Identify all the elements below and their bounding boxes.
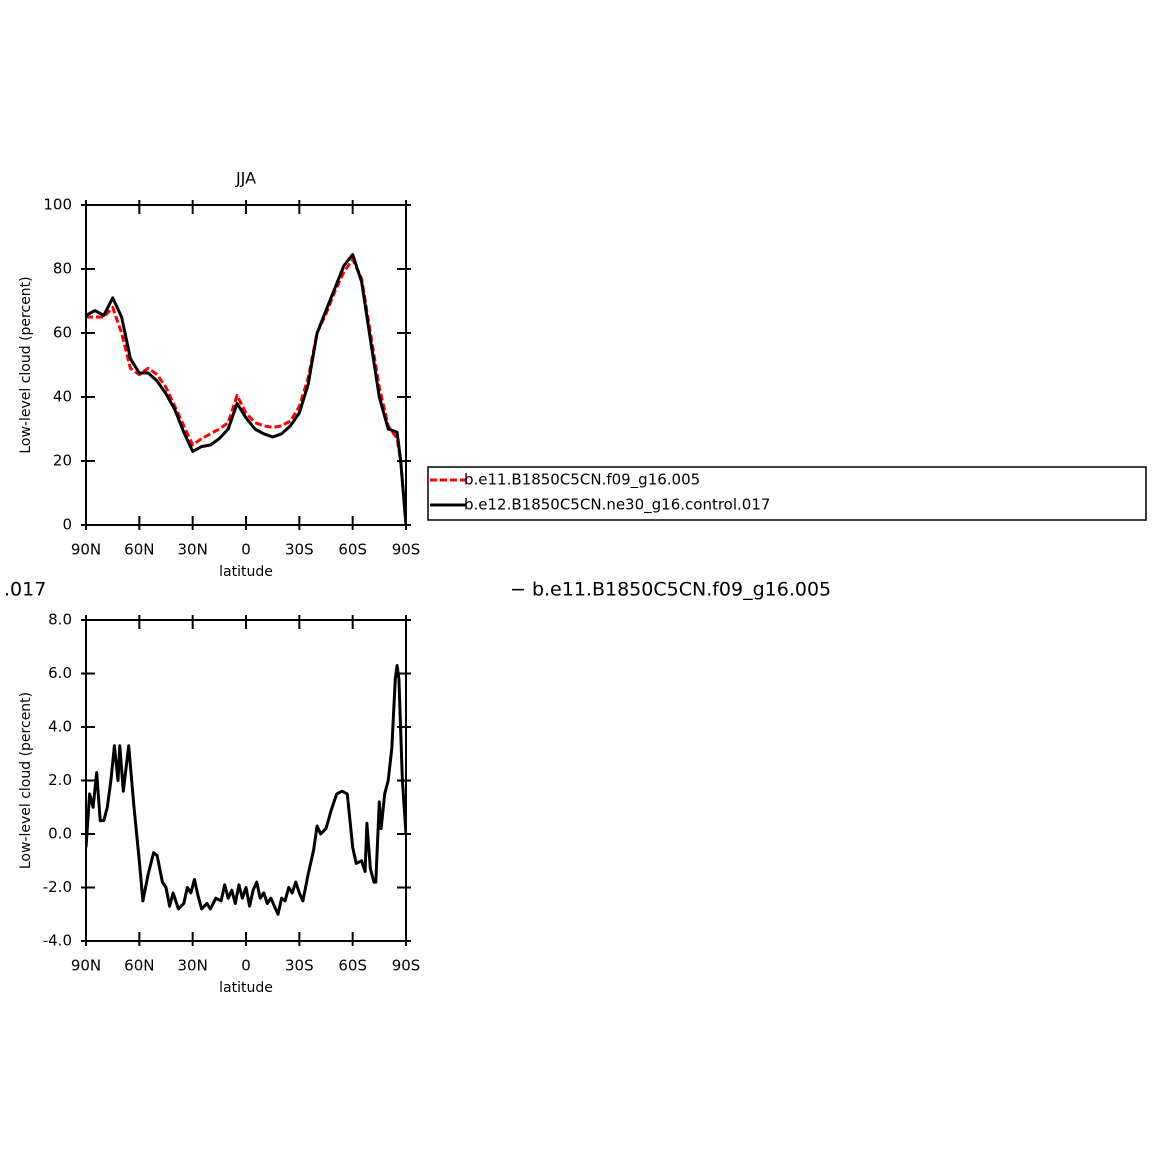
y-tick-label: 4.0: [48, 718, 72, 736]
x-tick-label: 30S: [285, 957, 314, 975]
x-axis-label: latitude: [219, 980, 273, 996]
y-tick-label: 40: [53, 388, 72, 406]
series-line: [86, 253, 406, 526]
x-tick-label: 90N: [71, 957, 101, 975]
series-line: [86, 257, 406, 526]
x-tick-label: 90S: [392, 541, 421, 559]
y-tick-label: 60: [53, 324, 72, 342]
y-tick-label: -4.0: [43, 932, 72, 950]
x-tick-label: 30S: [285, 541, 314, 559]
chart-title: JJA: [235, 169, 256, 188]
y-axis-label: Low-level cloud (percent): [18, 692, 34, 869]
y-tick-label: 2.0: [48, 771, 72, 789]
x-tick-label: 90S: [392, 957, 421, 975]
x-tick-label: 0: [241, 957, 251, 975]
series-line: [86, 664, 406, 916]
y-axis-label: Low-level cloud (percent): [18, 276, 34, 453]
x-axis-label: latitude: [219, 564, 273, 580]
y-tick-label: 0.0: [48, 825, 72, 843]
y-tick-label: -2.0: [43, 878, 72, 896]
y-tick-label: 100: [43, 196, 72, 214]
annotation: − b.e11.B1850C5CN.f09_g16.005: [510, 579, 831, 601]
x-tick-label: 60S: [338, 541, 367, 559]
x-tick-label: 60N: [124, 957, 154, 975]
y-tick-label: 0: [62, 516, 72, 534]
y-tick-label: 6.0: [48, 664, 72, 682]
legend-box: [427, 466, 1147, 521]
x-tick-label: 60S: [338, 957, 367, 975]
plot-frame: [85, 619, 407, 942]
y-tick-label: 20: [53, 452, 72, 470]
x-tick-label: 0: [241, 541, 251, 559]
x-tick-label: 30N: [178, 541, 208, 559]
x-tick-label: 30N: [178, 957, 208, 975]
y-tick-label: 8.0: [48, 611, 72, 629]
legend-label: b.e12.B1850C5CN.ne30_g16.control.017: [464, 496, 770, 515]
annotation: .017: [4, 579, 46, 601]
x-tick-label: 60N: [124, 541, 154, 559]
y-tick-label: 80: [53, 260, 72, 278]
plot-frame: [85, 204, 407, 526]
legend-label: b.e11.B1850C5CN.f09_g16.005: [464, 471, 700, 490]
x-tick-label: 90N: [71, 541, 101, 559]
